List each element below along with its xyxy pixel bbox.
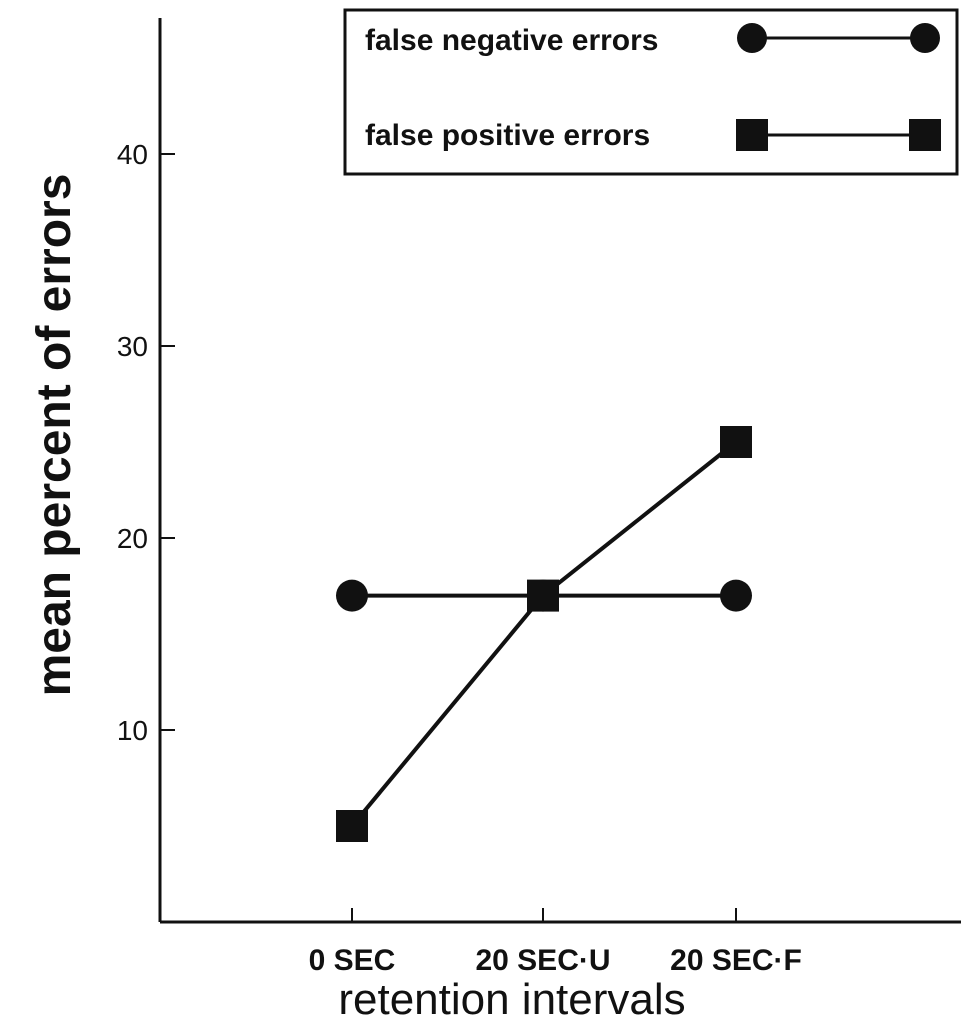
y-ticks: 10 20 30 40 [117,139,175,746]
x-tick-label: 0 SEC [309,944,396,977]
legend-square-marker-left [736,119,768,151]
y-tick-label: 40 [117,139,148,170]
x-ticks: 0 SEC 20 SEC·U 20 SEC·F [309,908,802,977]
data-point-false-positive [527,579,559,612]
x-tick-label: 20 SEC·F [670,944,802,977]
legend-circle-marker-right [910,23,940,53]
legend-label-false-positive: false positive errors [365,119,650,152]
y-tick-label: 30 [117,331,148,362]
x-axis-label: retention intervals [338,975,685,1024]
y-tick-label: 20 [117,523,148,554]
legend-circle-marker-left [737,23,767,53]
legend-label-false-negative: false negative errors [365,24,658,57]
y-axis-label: mean percent of errors [28,174,81,697]
data-point-false-negative [336,579,368,612]
series-markers [336,426,752,842]
legend-square-marker-right [909,119,941,151]
x-tick-label: 20 SEC·U [475,944,610,977]
series-line-false-positive [350,440,738,828]
legend: false negative errors false positive err… [343,8,959,176]
data-point-false-positive [336,810,368,842]
data-point-false-positive [720,426,752,458]
series-lines [350,440,738,828]
y-tick-label: 10 [117,715,148,746]
data-point-false-negative [720,579,752,612]
